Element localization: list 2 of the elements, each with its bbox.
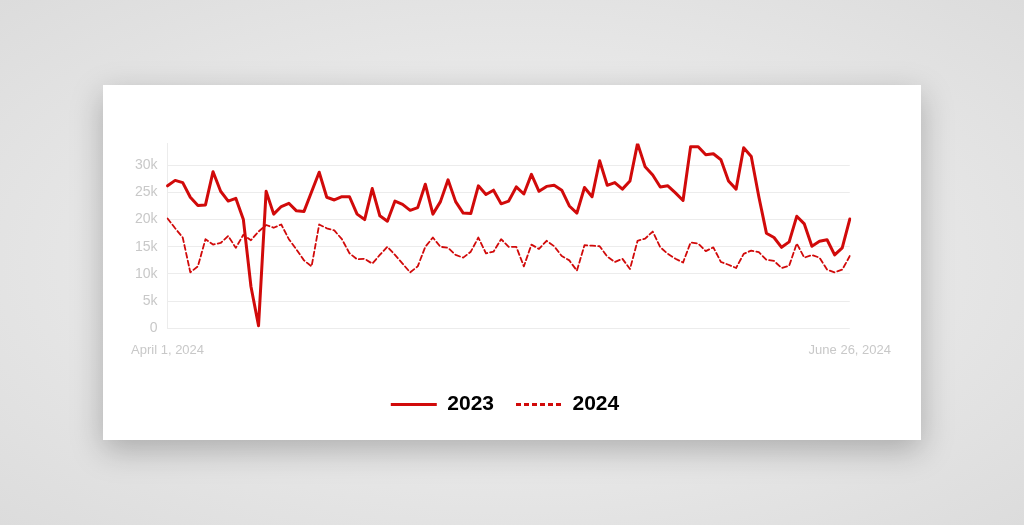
legend-label: 2024 (572, 391, 620, 415)
legend-label: 2023 (447, 391, 494, 415)
